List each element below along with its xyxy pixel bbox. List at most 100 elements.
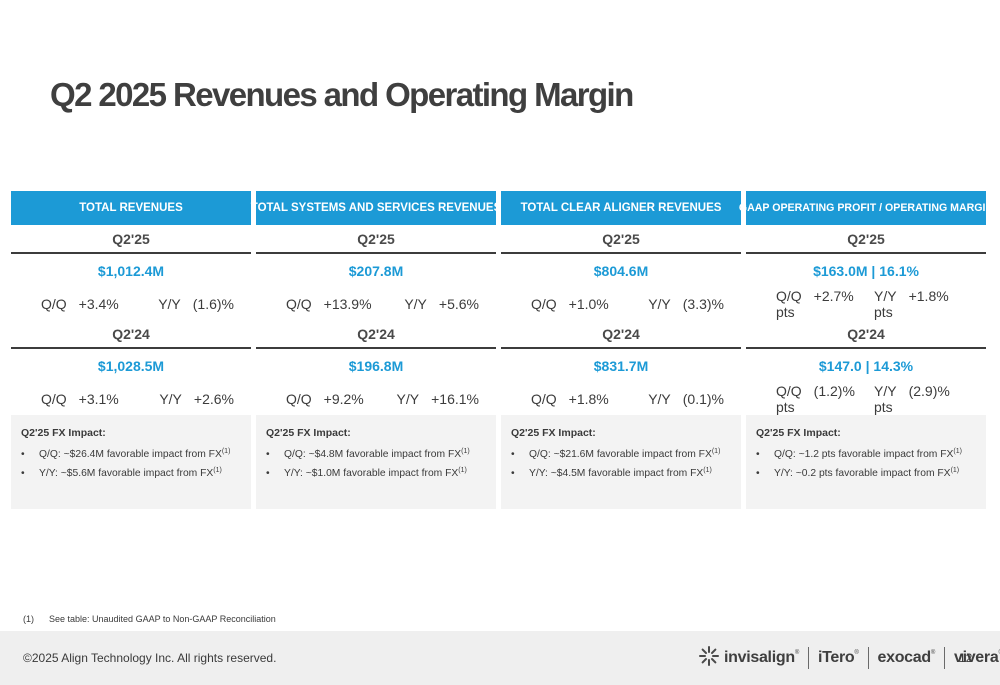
prior-change-row: Q/Q (1.2)% pts Y/Y (2.9)% pts: [746, 383, 986, 415]
yy-change: Y/Y (1.6)%: [158, 296, 234, 312]
fx-impact-title: Q2'25 FX Impact:: [756, 427, 841, 439]
card-body: Q2'25 $804.6M Q/Q +1.0% Y/Y (3.3)% Q2'24 $…: [501, 225, 741, 415]
qq-change: Q/Q +3.4%: [41, 296, 119, 312]
prior-period-label: Q2'24: [256, 320, 496, 349]
total-revenues-card: TOTAL REVENUES Q2'25 $1,012.4M Q/Q +3.4% …: [11, 191, 251, 509]
footnote-ref: (1): [213, 467, 222, 474]
systems-services-revenues-card: TOTAL SYSTEMS AND SERVICES REVENUES Q2'2…: [251, 191, 501, 509]
fx-impact-list: • Q/Q: ~$4.8M favorable impact from FX(1)…: [266, 445, 486, 483]
current-change-row: Q/Q +2.7% pts Y/Y +1.8% pts: [746, 288, 986, 320]
fx-impact-title: Q2'25 FX Impact:: [21, 427, 106, 439]
footnote-number: (1): [23, 614, 34, 624]
current-value: $1,012.4M: [97, 263, 165, 279]
list-item: • Q/Q: ~$4.8M favorable impact from FX(1): [266, 445, 486, 464]
current-change-row: Q/Q +13.9% Y/Y +5.6%: [256, 288, 496, 320]
prior-period-label: Q2'24: [501, 320, 741, 349]
footnote-ref: (1): [458, 467, 467, 474]
card-body: Q2'25 $163.0M | 16.1% Q/Q +2.7% pts Y/Y +1…: [746, 225, 986, 415]
list-item: • Y/Y: ~$1.0M favorable impact from FX(1): [266, 464, 486, 483]
yy-change: Y/Y +1.8% pts: [874, 288, 949, 320]
current-period-label: Q2'25: [501, 225, 741, 254]
invisalign-star-icon: [698, 645, 720, 672]
yy-change: Y/Y (0.1)%: [648, 391, 724, 407]
prior-value: $1,028.5M: [97, 358, 165, 374]
footnote: (1) See table: Unaudited GAAP to Non-GAAP…: [23, 614, 276, 624]
footnote-ref: (1): [221, 448, 231, 455]
card-body: Q2'25 $207.8M Q/Q +13.9% Y/Y +5.6% Q2'24 $…: [256, 225, 496, 415]
fx-impact-list: • Q/Q: ~$26.4M favorable impact from FX(1…: [21, 445, 241, 483]
yy-change: Y/Y (2.9)% pts: [874, 383, 950, 415]
current-period-label: Q2'25: [746, 225, 986, 254]
prior-period-label: Q2'24: [746, 320, 986, 349]
current-period-label: Q2'25: [11, 225, 251, 254]
qq-change: Q/Q +9.2%: [286, 391, 364, 407]
qq-change: Q/Q +13.9%: [286, 296, 372, 312]
operating-margin-card: GAAP OPERATING PROFIT / OPERATING MARGIN…: [739, 191, 993, 509]
prior-value: $196.8M: [348, 358, 404, 374]
prior-change-row: Q/Q +1.8% Y/Y (0.1)%: [501, 383, 741, 415]
bullet-icon: •: [21, 468, 25, 479]
fx-impact-title: Q2'25 FX Impact:: [266, 427, 351, 439]
list-item: • Q/Q: ~1.2 pts favorable impact from FX(…: [756, 445, 976, 464]
card-header: TOTAL SYSTEMS AND SERVICES REVENUES: [251, 191, 501, 225]
itero-logo: iTero®: [817, 649, 859, 666]
yy-change: Y/Y +2.6%: [159, 391, 234, 407]
list-item: • Y/Y: ~$5.6M favorable impact from FX(1): [21, 464, 241, 483]
footnote-ref: (1): [711, 448, 721, 455]
invisalign-logo: invisalign®: [724, 649, 799, 666]
card-header: TOTAL CLEAR ALIGNER REVENUES: [501, 191, 741, 225]
bullet-icon: •: [756, 468, 760, 479]
fx-impact: Q2'25 FX Impact: • Q/Q: ~1.2 pts favorabl…: [746, 415, 986, 483]
card-header: TOTAL REVENUES: [11, 191, 251, 225]
yy-change: Y/Y +5.6%: [404, 296, 479, 312]
fx-impact-list: • Q/Q: ~$21.6M favorable impact from FX(1…: [511, 445, 731, 483]
exocad-logo: exocad®: [877, 649, 936, 666]
current-change-row: Q/Q +3.4% Y/Y (1.6)%: [11, 288, 251, 320]
qq-change: Q/Q (1.2)% pts: [776, 383, 855, 415]
page-number: 12: [959, 651, 973, 665]
page-title: Q2 2025 Revenues and Operating Margin: [50, 76, 634, 113]
logo-divider: [943, 647, 945, 669]
fx-impact: Q2'25 FX Impact: • Q/Q: ~$21.6M favorable…: [501, 415, 741, 483]
bullet-icon: •: [511, 468, 515, 479]
logo-divider: [807, 647, 809, 669]
clear-aligner-revenues-card: TOTAL CLEAR ALIGNER REVENUES Q2'25 $804.…: [501, 191, 741, 509]
prior-change-row: Q/Q +9.2% Y/Y +16.1%: [256, 383, 496, 415]
current-period-label: Q2'25: [256, 225, 496, 254]
fx-impact: Q2'25 FX Impact: • Q/Q: ~$4.8M favorable …: [256, 415, 496, 483]
prior-period-label: Q2'24: [11, 320, 251, 349]
bullet-icon: •: [511, 449, 515, 460]
qq-change: Q/Q +1.8%: [531, 391, 609, 407]
bullet-icon: •: [266, 449, 270, 460]
footnote-ref: (1): [703, 467, 712, 474]
fx-impact-title: Q2'25 FX Impact:: [511, 427, 596, 439]
current-value: $804.6M: [593, 263, 649, 279]
footnote-ref: (1): [953, 448, 962, 455]
footnote-ref: (1): [461, 448, 470, 455]
footnote-ref: (1): [950, 467, 960, 474]
prior-change-row: Q/Q +3.1% Y/Y +2.6%: [11, 383, 251, 415]
footnote-text: See table: Unaudited GAAP to Non-GAAP Re…: [49, 614, 276, 624]
qq-change: Q/Q +1.0%: [531, 296, 609, 312]
bullet-icon: •: [756, 449, 760, 460]
fx-impact: Q2'25 FX Impact: • Q/Q: ~$26.4M favorable…: [11, 415, 251, 483]
bullet-icon: •: [21, 449, 25, 460]
list-item: • Q/Q: ~$21.6M favorable impact from FX(1…: [511, 445, 731, 464]
prior-value: $831.7M: [593, 358, 649, 374]
card-header: GAAP OPERATING PROFIT / OPERATING MARGIN: [739, 191, 993, 225]
current-change-row: Q/Q +1.0% Y/Y (3.3)%: [501, 288, 741, 320]
qq-change: Q/Q +3.1%: [41, 391, 119, 407]
card-body: Q2'25 $1,012.4M Q/Q +3.4% Y/Y (1.6)% Q2'24…: [11, 225, 251, 415]
footer: ©2025 Align Technology Inc. All rights r…: [0, 631, 1000, 685]
current-value: $207.8M: [348, 263, 404, 279]
current-value: $163.0M | 16.1%: [813, 263, 919, 279]
vivera-logo: vivera®: [953, 649, 1000, 666]
list-item: • Y/Y: ~$4.5M favorable impact from FX(1): [511, 464, 731, 483]
fx-impact-list: • Q/Q: ~1.2 pts favorable impact from FX(…: [756, 445, 976, 483]
yy-change: Y/Y (3.3)%: [648, 296, 724, 312]
logo-divider: [867, 647, 869, 669]
yy-change: Y/Y +16.1%: [396, 391, 479, 407]
brand-logos: invisalign® iTero® exocad® vivera®: [698, 645, 1000, 671]
list-item: • Q/Q: ~$26.4M favorable impact from FX(1…: [21, 445, 241, 464]
bullet-icon: •: [266, 468, 270, 479]
